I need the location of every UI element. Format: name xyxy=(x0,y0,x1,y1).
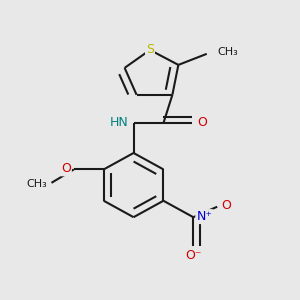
Text: O: O xyxy=(221,199,231,212)
Text: CH₃: CH₃ xyxy=(26,179,47,189)
Text: O: O xyxy=(197,116,207,129)
Text: O⁻: O⁻ xyxy=(185,248,202,262)
Text: HN: HN xyxy=(110,116,128,129)
Text: N⁺: N⁺ xyxy=(196,210,212,223)
Text: CH₃: CH₃ xyxy=(217,47,238,57)
Text: S: S xyxy=(146,44,154,56)
Text: O: O xyxy=(61,162,71,175)
